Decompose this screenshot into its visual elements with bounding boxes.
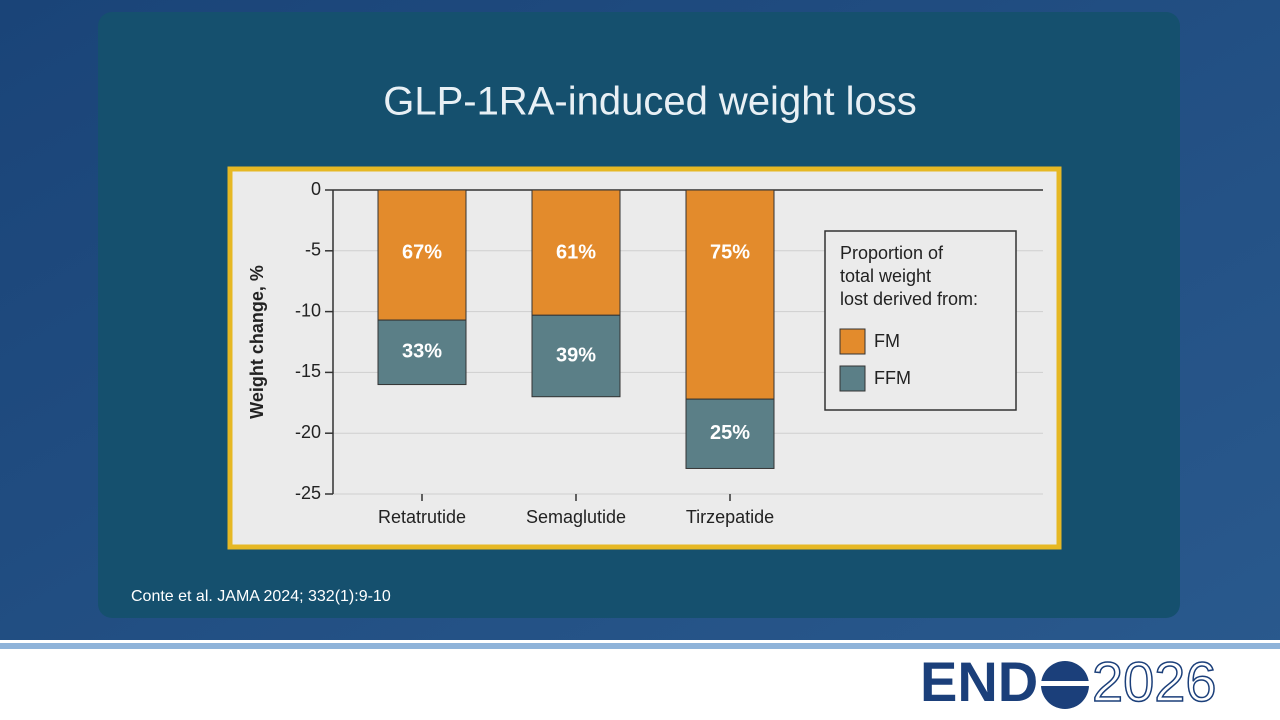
logo-suffix: 2026 — [1092, 650, 1217, 713]
logo: END 2026 — [920, 649, 1217, 714]
logo-prefix: END — [920, 650, 1038, 713]
bar-segment — [685, 189, 775, 400]
chart: 0 -5 -10 -15 -20 -25 Weight change, % Retatruti… — [247, 179, 1043, 527]
logo-globe-band — [1040, 681, 1090, 686]
x-tick-label: Semaglutide — [526, 507, 626, 527]
legend-title: total weight — [840, 266, 931, 286]
y-tick-label: -15 — [295, 361, 321, 381]
segment-label: 75% — [710, 242, 750, 264]
y-tick-label: -25 — [295, 483, 321, 503]
legend-title: Proportion of — [840, 243, 944, 263]
legend-label: FFM — [874, 368, 911, 388]
bar-segment — [531, 314, 621, 398]
x-tick-label: Tirzepatide — [686, 507, 774, 527]
legend-title: lost derived from: — [840, 289, 978, 309]
segment-label: 39% — [556, 344, 596, 366]
segment-label: 25% — [710, 422, 750, 444]
segment-label: 61% — [556, 242, 596, 264]
citation: Conte et al. JAMA 2024; 332(1):9-10 — [131, 588, 391, 605]
bar-segment — [377, 189, 467, 321]
footer-line — [0, 643, 1280, 649]
bar-segment — [531, 189, 621, 316]
y-tick-label: -5 — [305, 240, 321, 260]
bar-segment — [685, 398, 775, 469]
segment-label: 67% — [402, 242, 442, 264]
bar-segment — [377, 319, 467, 386]
legend-label: FM — [874, 331, 900, 351]
y-axis-label: Weight change, % — [247, 265, 267, 419]
segment-label: 33% — [402, 341, 442, 363]
y-tick-label: -10 — [295, 300, 321, 320]
y-tick-label: -20 — [295, 422, 321, 442]
legend-swatch — [839, 365, 866, 392]
legend-swatch — [839, 328, 866, 355]
y-tick-label: 0 — [311, 179, 321, 199]
x-tick-label: Retatrutide — [378, 507, 466, 527]
slide-title: GLP-1RA-induced weight loss — [383, 80, 917, 124]
